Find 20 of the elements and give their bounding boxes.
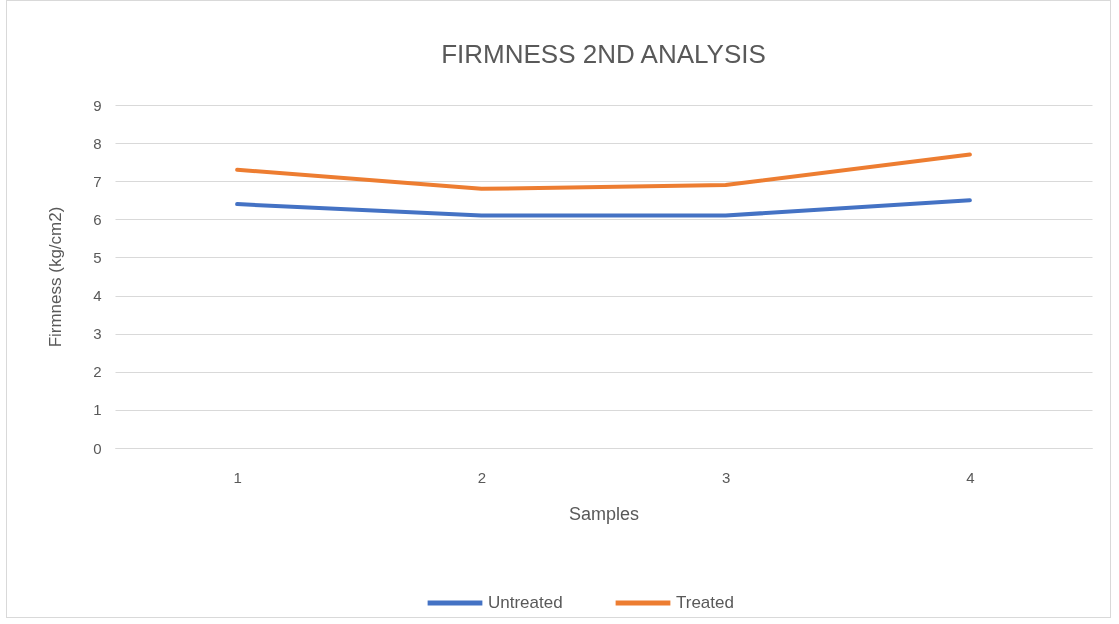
y-tick-label: 9	[93, 96, 102, 114]
legend-label: Treated	[676, 593, 734, 612]
x-axis-title: Samples	[568, 503, 640, 524]
y-tick-label: 6	[93, 210, 102, 228]
y-tick-label: 7	[93, 172, 102, 190]
x-tick-label: 3	[721, 468, 731, 486]
x-tick-label: 1	[233, 468, 242, 486]
y-tick-label: 8	[93, 134, 102, 152]
y-tick-label: 0	[93, 439, 102, 457]
y-tick-label: 2	[93, 363, 102, 381]
y-tick-label: 4	[93, 287, 102, 305]
y-tick-label: 3	[93, 325, 102, 343]
legend-label: Untreated	[488, 593, 563, 612]
chart-title: FIRMNESS 2ND ANALYSIS	[441, 39, 766, 69]
y-axis-title: Firmness (kg/cm2)	[46, 206, 66, 348]
x-tick-label: 2	[477, 468, 487, 486]
line-series	[235, 152, 972, 191]
y-tick-label: 5	[93, 248, 102, 266]
y-tick-label: 1	[93, 401, 102, 419]
x-tick-label: 4	[966, 468, 975, 486]
